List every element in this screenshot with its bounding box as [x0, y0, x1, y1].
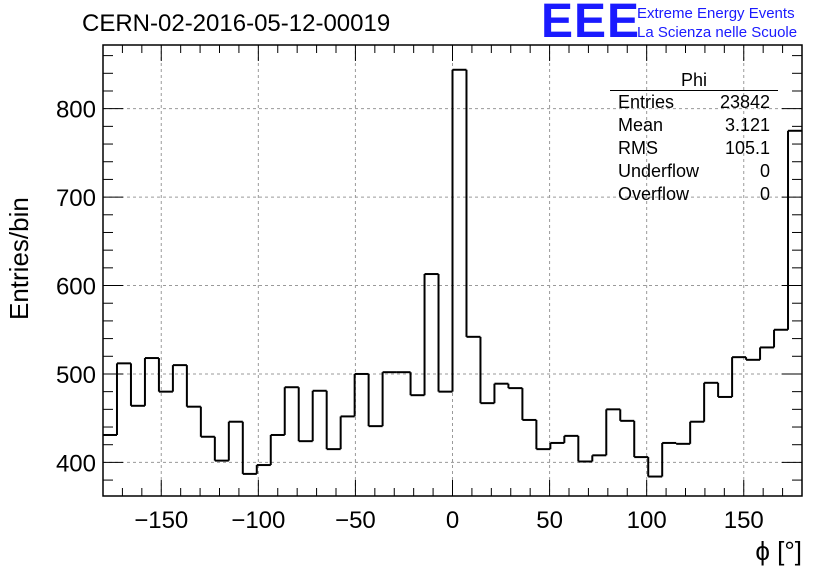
stats-label: RMS	[618, 138, 658, 158]
eee-logo-text: Extreme Energy Events La Scienza nelle S…	[637, 4, 797, 42]
x-tick-label: −50	[335, 507, 376, 534]
x-tick-label: 100	[627, 507, 667, 534]
x-axis-label: ϕ [°]	[755, 536, 802, 566]
logo-line-2: La Scienza nelle Scuole	[637, 24, 798, 41]
stats-value: 3.121	[724, 115, 770, 135]
y-tick-label: 700	[56, 185, 96, 212]
stats-row-underflow: Underflow 0	[610, 160, 778, 183]
stats-box: Phi Entries 23842 Mean 3.121 RMS 105.1 U…	[610, 70, 778, 206]
stats-label: Entries	[618, 92, 675, 112]
y-tick-label: 800	[56, 97, 96, 124]
y-tick-label: 400	[56, 450, 96, 477]
stats-row-entries: Entries 23842	[610, 91, 778, 114]
stats-row-overflow: Overflow 0	[610, 183, 778, 206]
stats-row-mean: Mean 3.121	[610, 114, 778, 137]
chart-title: CERN-02-2016-05-12-00019	[82, 10, 391, 37]
histogram-series	[103, 68, 802, 478]
stats-row-rms: RMS 105.1	[610, 137, 778, 160]
stats-label: Overflow	[618, 184, 690, 204]
stats-title: Phi	[610, 70, 778, 91]
y-axis-label: Entries/bin	[4, 197, 34, 320]
x-tick-label: 0	[446, 507, 459, 534]
x-tick-label: 50	[536, 507, 563, 534]
x-axis-ticks: −150 −100 −50 0 50 100 150	[121, 45, 784, 534]
logo-line-1: Extreme Energy Events	[637, 5, 795, 22]
y-axis-ticks: 400 500 600 700 800	[56, 55, 802, 481]
x-tick-label: 150	[724, 507, 764, 534]
y-tick-label: 500	[56, 362, 96, 389]
stats-value: 105.1	[724, 138, 770, 158]
x-tick-label: −150	[134, 507, 188, 534]
stats-value: 0	[759, 184, 770, 204]
eee-logo: EEE	[541, 0, 641, 48]
y-tick-label: 600	[56, 274, 96, 301]
stats-label: Underflow	[618, 161, 700, 181]
stats-value: 23842	[719, 92, 770, 112]
x-tick-label: −100	[231, 507, 285, 534]
stats-label: Mean	[618, 115, 664, 135]
stats-value: 0	[759, 161, 770, 181]
